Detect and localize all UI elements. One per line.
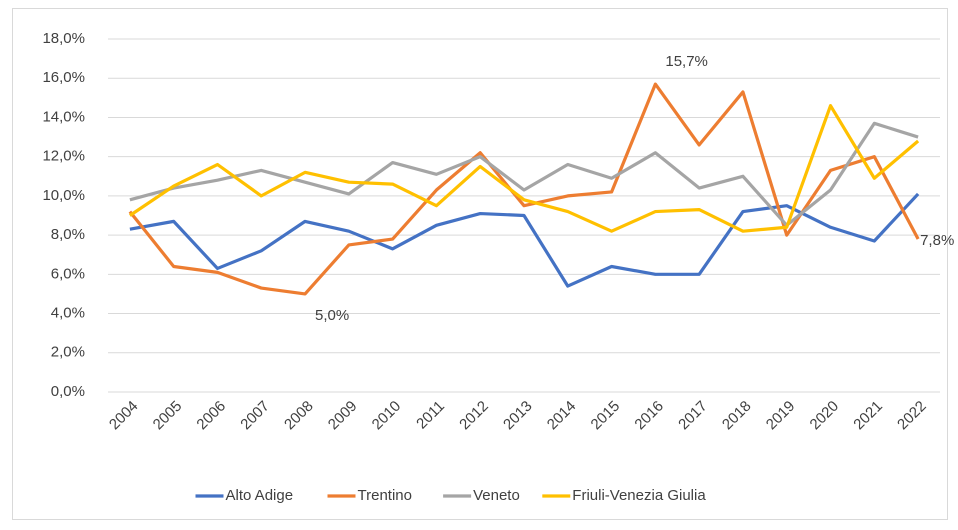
- y-tick-label: 16,0%: [42, 69, 85, 86]
- series-line: [128, 82, 920, 296]
- y-tick-label: 2,0%: [51, 344, 85, 361]
- y-tick-label: 14,0%: [42, 108, 85, 125]
- y-tick-label: 12,0%: [42, 148, 85, 165]
- chart-frame: [12, 8, 948, 520]
- y-tick-label: 10,0%: [42, 187, 85, 204]
- y-tick-label: 18,0%: [42, 30, 85, 47]
- data-label: 15,7%: [665, 53, 708, 70]
- legend-label: Trentino: [358, 487, 412, 504]
- y-tick-label: 4,0%: [51, 305, 85, 322]
- legend-label: Veneto: [473, 487, 520, 504]
- series-line: [129, 192, 920, 288]
- y-tick-label: 0,0%: [51, 383, 85, 400]
- series-line: [129, 104, 920, 233]
- data-label: 5,0%: [315, 307, 349, 324]
- data-label: 7,8%: [920, 232, 954, 249]
- legend-label: Alto Adige: [226, 487, 294, 504]
- legend-label: Friuli-Venezia Giulia: [572, 487, 706, 504]
- y-tick-label: 8,0%: [51, 226, 85, 243]
- y-tick-label: 6,0%: [51, 265, 85, 282]
